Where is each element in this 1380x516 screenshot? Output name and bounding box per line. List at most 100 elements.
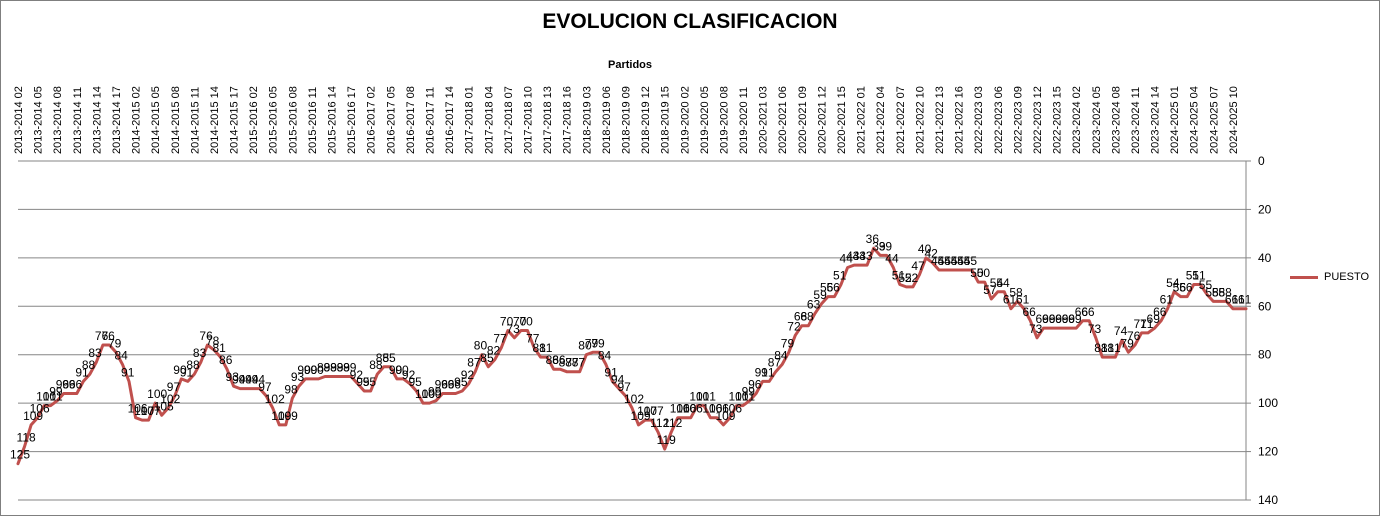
data-label: 106 (30, 402, 50, 416)
series-line-puesto (16, 246, 1248, 466)
data-label: 61 (1003, 293, 1017, 307)
x-tick-label: 2024-2025 10 (1228, 86, 1240, 154)
x-tick-label: 2015-2016 05 (268, 86, 280, 154)
data-label: 83 (193, 346, 207, 360)
data-label: 66 (1081, 305, 1095, 319)
data-label: 105 (154, 399, 174, 413)
data-label: 97 (167, 380, 181, 394)
x-tick-label: 2014-2015 05 (150, 86, 162, 154)
x-tick-label: 2022-2023 09 (1012, 86, 1024, 154)
data-label: 95 (356, 375, 370, 389)
data-label: 84 (115, 348, 129, 362)
data-label: 102 (160, 392, 180, 406)
x-tick-label: 2013-2014 02 (13, 86, 25, 154)
data-label: 95 (363, 375, 377, 389)
data-label: 91 (121, 365, 135, 379)
x-tick-label: 2021-2022 13 (934, 86, 946, 154)
data-label: 54 (990, 276, 1004, 290)
data-label: 87 (559, 356, 573, 370)
x-tick-label: 2013-2014 14 (91, 86, 103, 154)
data-label: 92 (402, 368, 416, 382)
data-label: 82 (487, 344, 501, 358)
data-label: 76 (199, 329, 213, 343)
x-tick-label: 2018-2019 15 (660, 86, 672, 154)
data-label: 43 (853, 249, 867, 263)
data-label: 100 (415, 387, 435, 401)
data-label: 58 (1009, 285, 1023, 299)
x-tick-label: 2023-2024 05 (1091, 86, 1103, 154)
data-label: 106 (722, 402, 742, 416)
data-label: 87 (565, 356, 579, 370)
data-label: 79 (585, 336, 599, 350)
data-label: 54 (1166, 276, 1180, 290)
x-tick-label: 2018-2019 06 (601, 86, 613, 154)
data-label: 106 (683, 402, 703, 416)
data-label: 51 (1186, 268, 1200, 282)
data-label: 97 (258, 380, 272, 394)
data-label: 101 (735, 390, 755, 404)
data-label: 73 (1029, 322, 1043, 336)
x-tick-label: 2015-2016 11 (307, 87, 319, 154)
data-label: 112 (663, 416, 682, 430)
data-label: 68 (794, 310, 808, 324)
data-label: 91 (755, 365, 769, 379)
x-tick-label: 2018-2019 12 (640, 86, 652, 154)
data-label: 66 (1022, 305, 1036, 319)
data-label: 96 (448, 377, 462, 391)
y-tick-label: 60 (1258, 299, 1272, 313)
data-label: 59 (813, 288, 827, 302)
data-label: 57 (983, 283, 997, 297)
data-label: 84 (598, 348, 612, 362)
data-label: 54 (996, 276, 1010, 290)
data-label: 107 (637, 404, 657, 418)
data-label: 47 (911, 259, 925, 273)
x-tick-label: 2016-2017 05 (385, 86, 397, 154)
data-label: 101 (689, 390, 709, 404)
data-label: 90 (304, 363, 318, 377)
data-label: 81 (533, 341, 547, 355)
data-label: 78 (206, 334, 220, 348)
x-tick-label: 2018-2019 03 (581, 86, 593, 154)
y-tick-label: 80 (1258, 348, 1272, 362)
data-label: 56 (1173, 281, 1187, 295)
data-label: 85 (480, 351, 494, 365)
x-tick-label: 2016-2017 14 (444, 86, 456, 154)
x-tick-label: 2014-2015 02 (131, 86, 143, 154)
x-tick-label: 2021-2022 10 (914, 86, 926, 154)
x-tick-label: 2018-2019 09 (620, 86, 632, 154)
data-label: 107 (134, 404, 154, 418)
y-tick-label: 100 (1258, 396, 1278, 410)
data-label: 87 (768, 356, 782, 370)
data-label: 85 (376, 351, 390, 365)
x-tick-label: 2017-2018 04 (483, 86, 495, 154)
data-label: 70 (519, 315, 533, 329)
data-label: 71 (1140, 317, 1154, 331)
data-label: 106 (702, 402, 722, 416)
data-label: 79 (591, 336, 605, 350)
data-label: 99 (428, 385, 442, 399)
data-label: 94 (611, 373, 625, 387)
data-label: 91 (180, 365, 194, 379)
data-label: 69 (1055, 312, 1069, 326)
data-label: 94 (239, 373, 253, 387)
data-label: 86 (552, 353, 566, 367)
x-tick-label: 2015-2016 02 (248, 86, 260, 154)
data-label: 107 (644, 404, 664, 418)
x-tick-label: 2023-2024 08 (1110, 86, 1122, 154)
data-label: 89 (324, 361, 338, 375)
x-tick-label: 2022-2023 03 (973, 86, 985, 154)
data-label: 97 (617, 380, 631, 394)
data-label: 36 (866, 232, 880, 246)
x-tick-label: 2023-2024 11 (1130, 87, 1142, 154)
data-label: 70 (500, 315, 514, 329)
data-label: 96 (435, 377, 449, 391)
x-tick-label: 2022-2023 15 (1052, 86, 1064, 154)
data-label: 79 (781, 336, 795, 350)
data-label: 95 (408, 375, 422, 389)
data-label: 101 (43, 390, 63, 404)
data-label: 51 (833, 268, 847, 282)
data-label: 125 (10, 448, 30, 462)
x-tick-label: 2023-2024 02 (1071, 86, 1083, 154)
data-label: 87 (467, 356, 481, 370)
data-label: 98 (284, 382, 298, 396)
